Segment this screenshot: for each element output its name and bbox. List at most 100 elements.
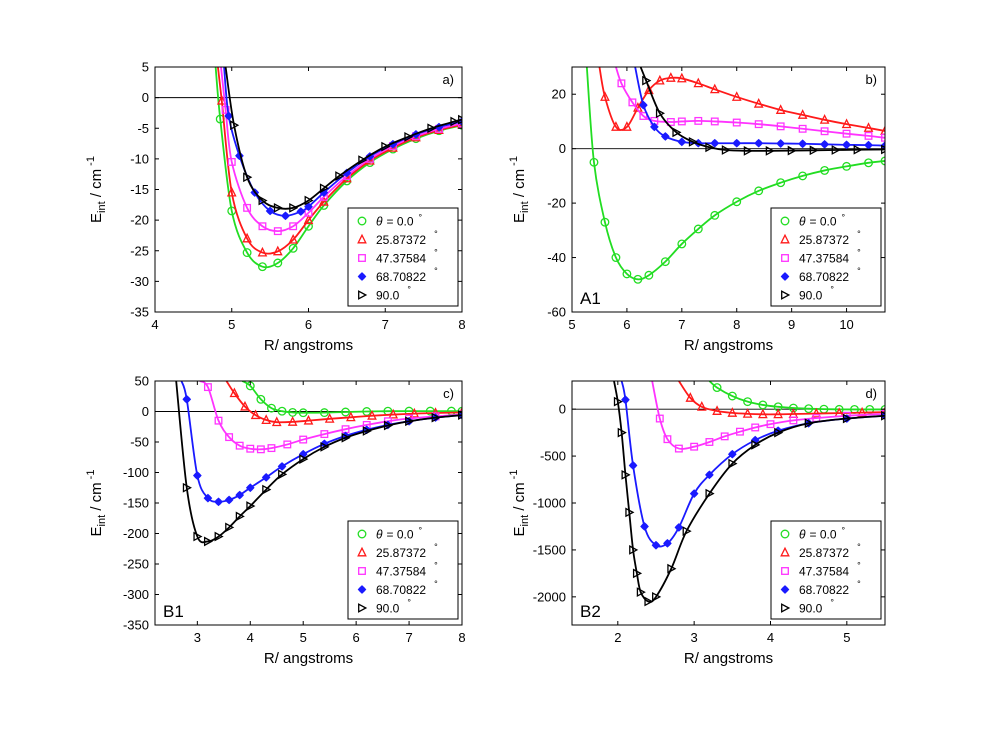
legend-marker-1 [780,233,790,244]
data-point [182,482,192,493]
data-point [732,118,741,127]
legend-marker-0 [357,216,367,226]
x-tick-label: 2 [614,630,621,645]
panel-label: b) [865,72,877,87]
data-point [409,407,420,418]
series-line-2 [651,381,885,450]
data-point [303,214,314,225]
legend-degree: ° [857,229,861,239]
data-point [235,441,244,450]
data-point [214,531,224,542]
data-point [250,409,261,420]
legend-theta: θ [799,215,806,229]
data-point [842,129,851,138]
legend-degree: ° [830,285,834,295]
data-point [677,117,686,126]
panel-label: a) [442,72,454,87]
data-point [193,471,202,480]
y-axis-label: Eint / cm -1 [508,470,531,537]
data-point [345,411,356,422]
data-point [273,202,283,213]
data-point [258,262,267,272]
data-point [324,413,335,423]
data-point [240,400,250,411]
y-label-exponent: -1 [508,156,520,166]
axes-box [571,66,886,313]
legend-label-text: 68.70822 [799,583,849,597]
data-point [776,139,786,148]
x-tick-label: 10 [839,317,853,332]
data-point [320,430,329,439]
data-point [256,394,266,404]
legend-marker-2 [358,567,366,575]
data-point [298,408,308,418]
data-point [261,414,272,424]
legend-label: 68.70822 ° [799,579,861,597]
data-point [224,111,234,121]
legend-marker-3 [357,272,367,281]
y-label-unit: / cm [88,169,105,202]
data-point [809,145,819,156]
data-point [705,470,714,480]
data-point [712,405,722,415]
legend-label: 25.87372 ° [376,542,438,560]
y-tick-label: 0 [559,141,566,156]
data-point [600,217,610,227]
data-point [863,122,874,132]
y-tick-label: -35 [130,305,149,320]
data-point [766,420,775,429]
data-point [787,145,797,156]
data-point [281,211,290,221]
y-axis-label: Eint / cm -1 [508,156,531,223]
data-point [299,454,309,464]
data-point [665,72,676,82]
data-point [690,442,699,451]
data-point [358,155,368,165]
data-point [842,140,851,150]
y-label-unit: / cm [88,482,105,515]
data-point [881,133,885,142]
series-line-4 [175,381,462,544]
data-point [622,269,632,279]
legend-label: θ = 0.0 ° [799,213,846,229]
legend-label-text: 90.0 [376,289,400,303]
series-line-2 [199,381,462,451]
data-point [611,253,621,263]
x-axis-label: R/ angstroms [264,650,353,667]
data-point [864,140,873,150]
data-point [273,258,283,268]
legend-marker-3 [780,272,790,281]
x-tick-label: 9 [788,317,795,332]
data-point [864,131,873,140]
y-tick-label: 0 [142,90,149,105]
data-point [688,136,698,147]
series-line-4 [613,381,885,603]
data-point [880,156,885,166]
legend-degree: ° [434,248,438,258]
data-point [341,432,351,443]
legend-degree: ° [419,213,423,223]
data-point [753,97,764,108]
series-line-4 [639,67,885,152]
y-label-main: E [511,213,528,223]
data-point [864,158,873,168]
data-point [261,473,271,482]
data-point [655,74,665,85]
series-line-1 [678,381,885,416]
data-point [288,243,298,253]
corner-label: B2 [580,602,601,621]
legend-marker-3 [357,585,367,594]
data-point [458,410,462,421]
y-tick-label: -20 [547,196,566,211]
legend-label-text: 47.37584 [799,252,849,266]
data-point [732,197,742,207]
legend-degree: ° [407,285,411,295]
legend-label: 25.87372 ° [799,229,861,247]
legend-label: 90.0 ° [799,285,834,303]
data-point [798,171,808,181]
data-point [246,444,255,453]
data-point [720,432,729,441]
data-point [289,202,299,213]
y-tick-label: 0 [559,402,566,417]
data-point [667,563,677,574]
